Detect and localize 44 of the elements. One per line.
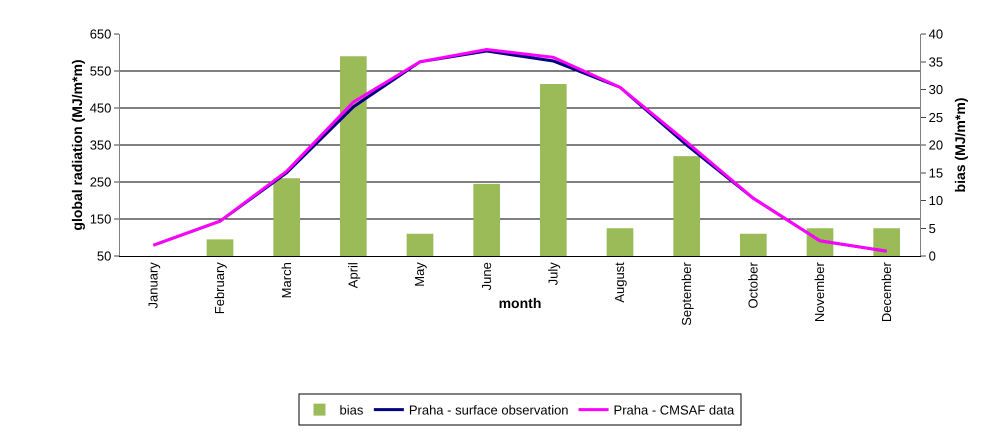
y2-tick-label: 25 [928, 110, 944, 125]
y-tick-label: 550 [90, 64, 112, 79]
y-tick-label: 50 [96, 248, 112, 264]
x-tick-label: November [812, 262, 828, 322]
bar [340, 56, 367, 256]
x-tick-label: May [412, 262, 428, 287]
y-tick-label: 250 [90, 174, 112, 190]
x-tick-label: October [746, 262, 761, 308]
bar [873, 228, 900, 256]
y-tick-label: 450 [90, 100, 112, 116]
legend-label: Praha - surface observation [408, 402, 569, 418]
legend-label: Praha - CMSAF data [614, 402, 735, 418]
y-tick-label: 350 [90, 138, 112, 153]
y2-axis-title: bias (MJ/m*m) [952, 98, 968, 192]
x-tick-label: March [278, 262, 294, 298]
x-tick-label: April [346, 262, 361, 288]
bar [673, 156, 700, 256]
x-tick-label: September [678, 262, 694, 326]
x-axis-title: month [498, 295, 542, 311]
y2-tick-label: 0 [928, 248, 936, 264]
x-tick-label: August [612, 262, 628, 303]
y2-tick-label: 35 [928, 54, 944, 70]
y-axis-title: global radiation (MJ/m*m) [69, 59, 85, 231]
bar [406, 234, 434, 256]
bar [206, 239, 234, 256]
y-tick-label: 150 [90, 212, 112, 227]
y2-tick-label: 15 [928, 165, 944, 180]
bar [740, 234, 767, 256]
y-tick-label: 650 [90, 26, 112, 42]
x-tick-label: February [212, 262, 228, 314]
y2-tick-label: 10 [928, 193, 944, 208]
bar [473, 184, 500, 256]
bar [540, 84, 567, 256]
y2-tick-label: 20 [928, 138, 944, 153]
x-tick-label: July [546, 262, 561, 286]
bar [606, 228, 634, 256]
y2-tick-label: 30 [928, 82, 944, 98]
y2-tick-label: 5 [928, 220, 936, 236]
x-tick-label: June [478, 262, 494, 290]
bar [273, 178, 300, 256]
x-tick-label: December [878, 262, 894, 322]
legend-label: bias [340, 402, 364, 418]
y2-tick-label: 40 [928, 26, 944, 42]
x-tick-label: January [146, 262, 161, 308]
